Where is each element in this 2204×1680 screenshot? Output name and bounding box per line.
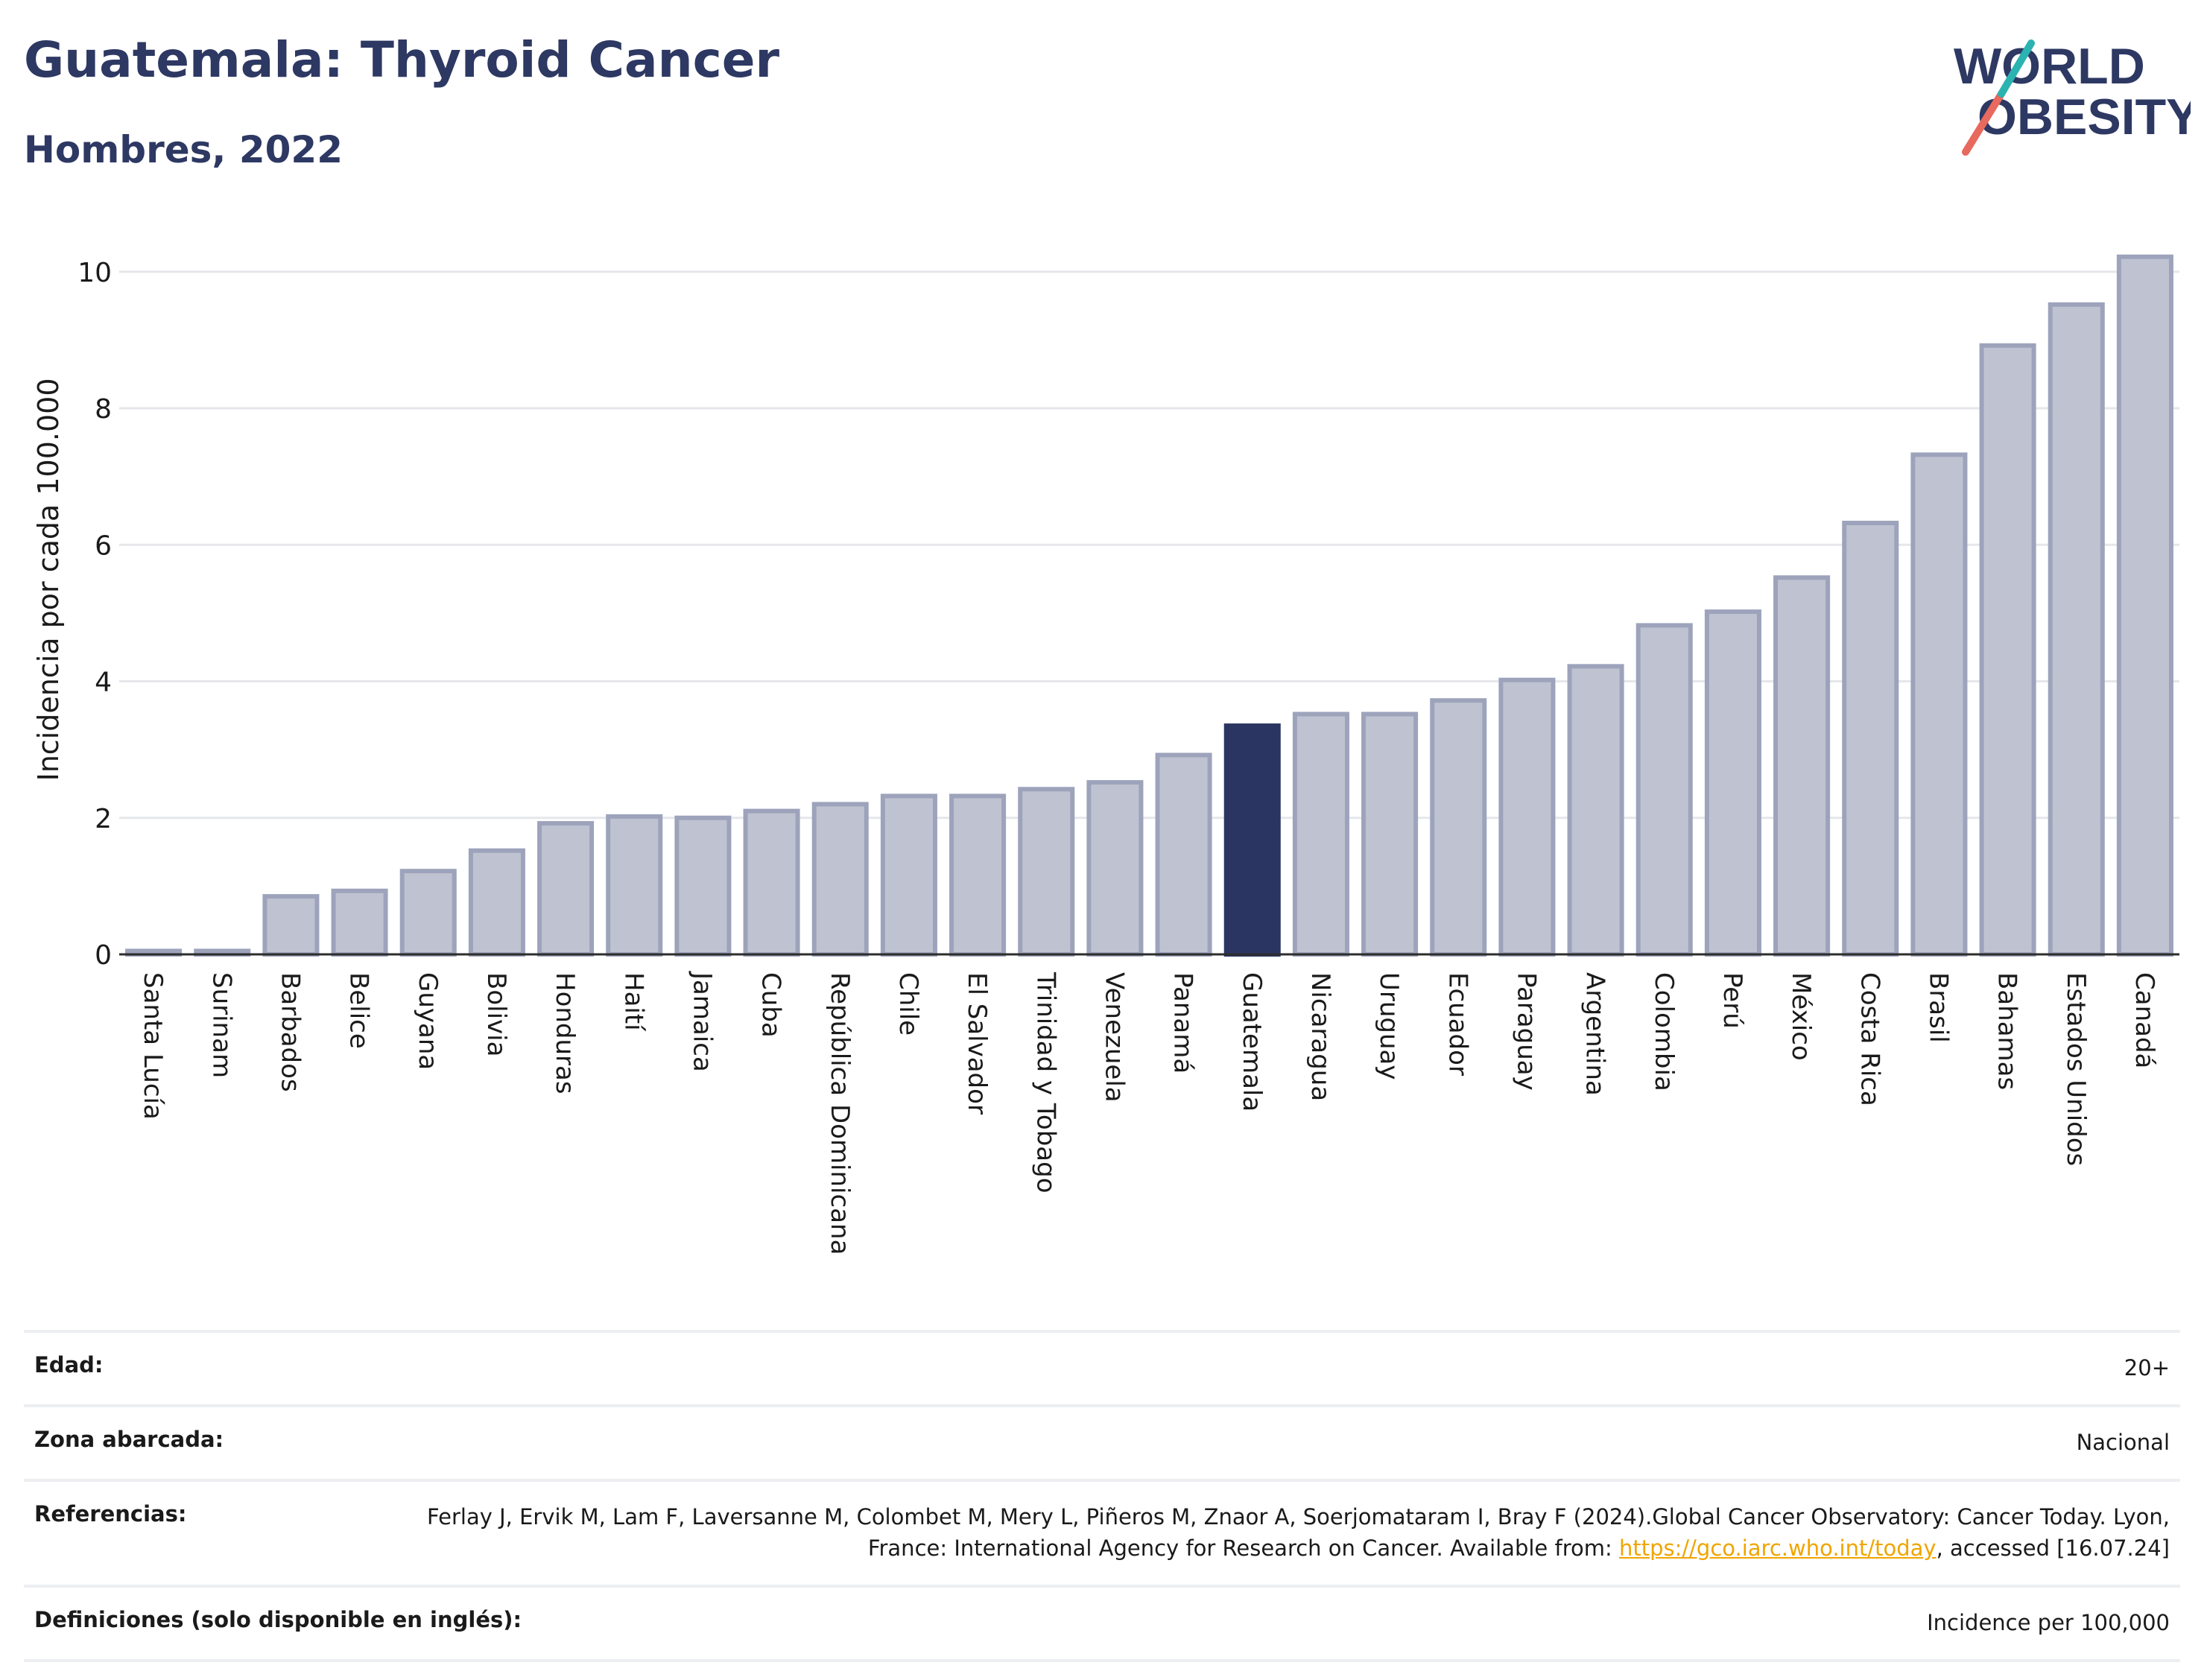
meta-value: Incidence per 100,000 [1927,1610,2170,1636]
logo-slash-coral [1962,90,2005,156]
bar-bahamas [1979,343,2036,957]
logo-line-1: WORLD [1954,38,2145,95]
bar-hait- [606,814,663,957]
world-obesity-logo: WORLD OBESITY [1954,38,2191,156]
reference-text: Ferlay J, Ervik M, Lam F, Laversanne M, … [427,1504,2170,1562]
bar-uruguay [1361,711,1419,957]
x-tick-label: Belice [344,972,374,1049]
axes: 0 2 4 6 8 10 Santa Lucía Surinam Barbados Belice G… [77,258,2179,1255]
x-tick-label: El Salvador [962,972,992,1115]
x-tick-label: Chile [893,972,923,1036]
bar-belice [331,888,388,957]
x-tick-label: Bahamas [1992,972,2022,1090]
meta-label: Definiciones (solo disponible en inglés)… [34,1607,522,1633]
x-tick-label: Guyana [413,972,443,1070]
meta-label: Edad: [34,1352,104,1378]
bar-bolivia [468,848,525,957]
bar-rep-blica-dominicana [811,802,869,957]
x-tick-label: Surinam [206,972,236,1078]
y-axis-label: Incidencia por cada 100.000 [32,378,65,781]
x-tick-label: Santa Lucía [138,972,168,1120]
bar-m-xico [1773,575,1831,957]
metadata-table: Edad: 20+ Zona abarcada: Nacional Refere… [24,1330,2180,1663]
bar-per- [1704,609,1761,957]
x-tick-label: Venezuela [1099,972,1129,1103]
logo-slash-teal [1998,39,2035,98]
bar-guyana [399,869,457,957]
meta-value: Ferlay J, Ervik M, Lam F, Laversanne M, … [411,1501,2170,1564]
bar-costa-rica [1842,520,1899,957]
bar-chart: 0 2 4 6 8 10 Santa Lucía Surinam Barbados Belice G… [32,254,2179,1255]
x-tick-label: República Dominicana [825,972,855,1255]
y-tick-label: 8 [95,394,112,425]
x-tick-label: Barbados [275,972,305,1092]
x-tick-label: Ecuador [1443,972,1472,1076]
meta-row-age: Edad: 20+ [24,1330,2180,1404]
x-tick-label: Canadá [2129,972,2159,1068]
x-tick-label: Haití [618,972,648,1032]
bar-ecuador [1430,698,1487,957]
bar-honduras [537,821,595,957]
x-tick-label: Bolivia [481,972,511,1056]
bar-paraguay [1498,677,1556,957]
x-tick-label: Jamaica [687,971,717,1072]
x-tick-label: Estados Unidos [2061,972,2091,1166]
meta-row-area: Zona abarcada: Nacional [24,1404,2180,1479]
y-tick-label: 4 [95,668,112,698]
x-tick-label: Costa Rica [1855,972,1884,1106]
x-tick-label: Trinidad y Tobago [1030,971,1060,1194]
x-tick-label: México [1786,972,1816,1061]
y-tick-label: 6 [95,530,112,561]
x-tick-label: Uruguay [1374,972,1404,1080]
bars [125,254,2173,957]
meta-value: 20+ [2124,1355,2170,1381]
x-tick-label: Panamá [1168,972,1198,1074]
bar-argentina [1567,664,1624,957]
x-tick-label: Nicaragua [1305,972,1335,1101]
meta-row-definitions: Definiciones (solo disponible en inglés)… [24,1585,2180,1663]
y-tick-label: 2 [95,804,112,834]
x-tick-label: Perú [1717,972,1747,1029]
bar-canad- [2116,254,2173,957]
bar-colombia [1635,623,1693,957]
bar-el-salvador [949,793,1007,957]
reference-accessed: , accessed [16.07.24] [1936,1535,2170,1562]
meta-value: Nacional [2076,1430,2170,1456]
x-tick-label: Argentina [1580,972,1610,1096]
meta-label: Zona abarcada: [34,1427,224,1453]
bar-barbados [262,894,320,957]
bar-nicaragua [1292,711,1349,957]
x-tick-label: Guatemala [1237,972,1267,1112]
x-tick-label: Brasil [1923,972,1953,1043]
bar-trinidad-y-tobago [1018,787,1075,957]
x-tick-label: Cuba [756,972,786,1038]
bar-venezuela [1086,780,1144,957]
grid-lines [119,270,2179,820]
page-subtitle: Hombres, 2022 [24,128,343,171]
x-tick-label: Paraguay [1511,972,1541,1091]
bar-cuba [743,808,800,957]
bar-brasil [1910,452,1968,957]
bar-panam- [1155,752,1212,957]
x-tick-label: Colombia [1649,972,1679,1091]
bar-guatemala [1223,723,1281,957]
y-tick-label: 0 [95,940,112,971]
y-tick-label: 10 [77,258,112,288]
bar-estados-unidos [2048,302,2105,957]
logo-line-2: OBESITY [1977,89,2191,145]
bar-chile [880,793,937,957]
meta-row-references: Referencias: Ferlay J, Ervik M, Lam F, L… [24,1479,2180,1585]
meta-label: Referencias: [34,1501,187,1527]
x-tick-label: Honduras [550,972,580,1094]
reference-link[interactable]: https://gco.iarc.who.int/today [1618,1535,1937,1562]
bar-jamaica [674,815,732,957]
page-title: Guatemala: Thyroid Cancer [24,31,780,89]
